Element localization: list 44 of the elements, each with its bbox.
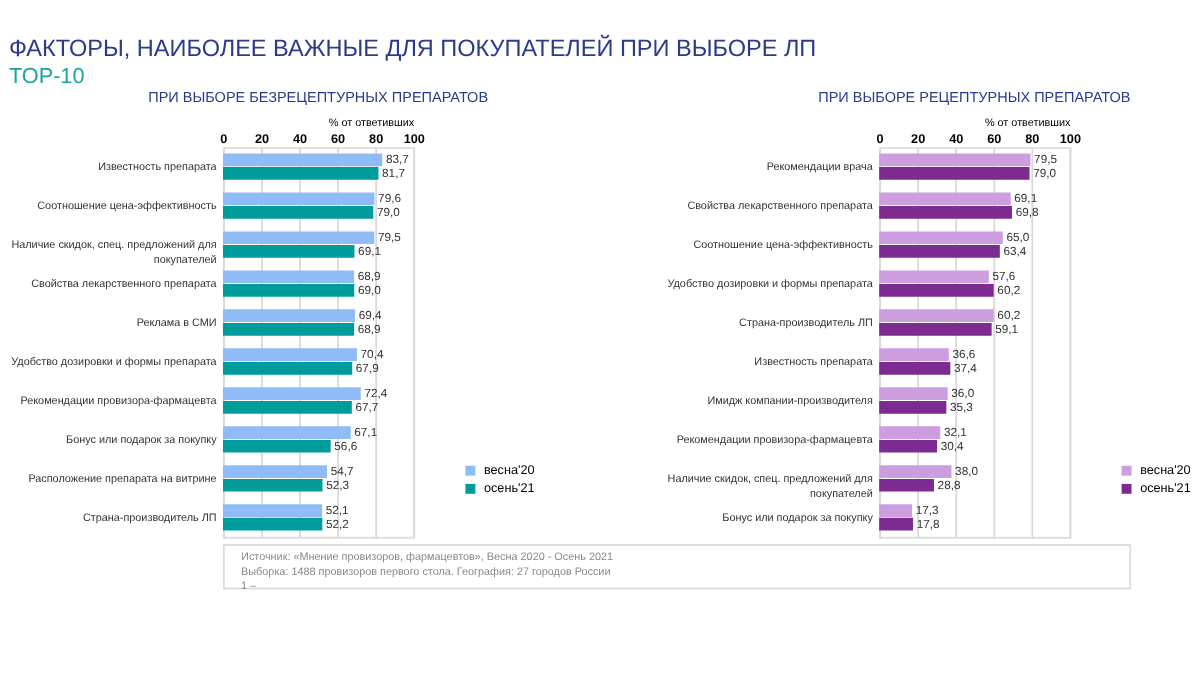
bar [222, 465, 328, 478]
bar [222, 284, 355, 297]
bar [222, 309, 356, 323]
bar [222, 387, 361, 400]
bar [879, 231, 1003, 245]
bar [879, 167, 1030, 180]
bar [222, 245, 355, 258]
bar [879, 348, 949, 362]
bar [222, 348, 357, 362]
bar [222, 167, 379, 180]
text: ФАКТОРЫ, НАИБОЛЕЕ ВАЖНЫЕ ДЛЯ ПОКУПАТЕЛЕЙ ПРИ ВЫБОРЕ ЛП [8, 33, 817, 62]
chart-title: ПРИ ВЫБОРЕ РЕЦЕПТУРНЫХ ПРЕПАРАТОВ [818, 87, 1131, 106]
bar [879, 206, 1013, 219]
bar [222, 504, 323, 517]
bar [222, 231, 375, 245]
bar [222, 270, 355, 284]
bar [879, 400, 947, 414]
bar [879, 439, 938, 453]
bar [879, 192, 1011, 206]
bar [222, 322, 355, 336]
bar [222, 361, 353, 375]
bar [222, 153, 383, 167]
bar [879, 322, 992, 336]
bar [222, 517, 323, 531]
text: TOP-10 [8, 64, 85, 89]
bar [879, 517, 914, 531]
chart-title: ПРИ ВЫБОРЕ БЕЗРЕЦЕПТУРНЫХ ПРЕПАРАТОВ [148, 87, 489, 106]
bar [879, 361, 951, 375]
bar [222, 426, 351, 439]
bar [222, 206, 374, 219]
bar [222, 192, 375, 206]
bar [879, 309, 994, 323]
bar [879, 504, 913, 517]
bar [879, 270, 989, 284]
bar [222, 478, 323, 492]
bar [879, 245, 1000, 258]
bar [879, 465, 952, 478]
bar [879, 478, 934, 492]
bar [879, 284, 994, 297]
bar [222, 400, 352, 414]
bar [879, 426, 941, 439]
bar [879, 387, 948, 400]
bar [879, 153, 1031, 167]
bar [222, 439, 331, 453]
